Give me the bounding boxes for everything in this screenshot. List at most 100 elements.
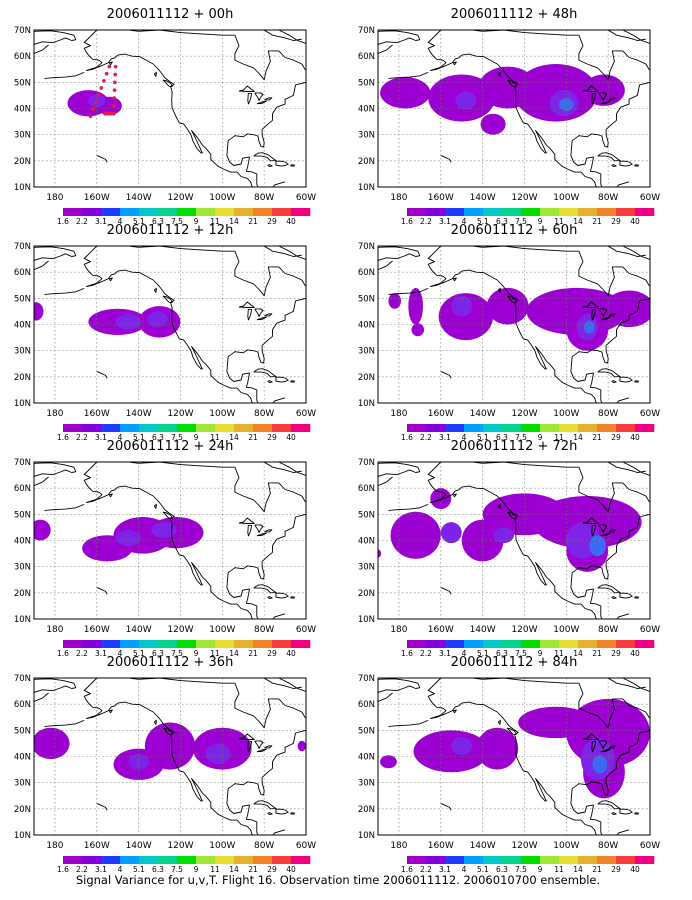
coast-vancouver [506, 79, 517, 87]
coast-chukotka2 [378, 44, 393, 54]
colorbar-label: 5.1 [133, 433, 145, 442]
colorbar-swatch [158, 640, 178, 648]
coast-newfoundland [308, 510, 321, 523]
coast-haidagwaii [497, 71, 501, 77]
coast-siberia [378, 678, 421, 693]
coast-cuba [597, 368, 621, 378]
colorbar-label: 1.6 [401, 433, 413, 442]
coast-hispaniola [619, 160, 633, 167]
great-lake [598, 92, 608, 101]
colorbar-swatch [234, 640, 254, 648]
colorbar-label: 3.1 [95, 433, 107, 442]
colorbar-label: 21 [248, 865, 258, 874]
colorbar-label: 3.1 [439, 217, 451, 226]
colorbar-label: 9 [194, 649, 199, 658]
lat-label: 20N [14, 805, 31, 815]
great-lake [591, 524, 597, 537]
colorbar-swatch [464, 640, 484, 648]
coast-vancouver [162, 511, 173, 519]
coast-newfoundland [308, 294, 321, 307]
coast-chukotka2 [378, 260, 393, 271]
coast-jamaica [267, 380, 273, 384]
colorbar-label: 9 [538, 433, 543, 442]
colorbar-label: 14 [573, 649, 583, 658]
great-lake [238, 301, 255, 308]
colorbar-swatch [196, 640, 216, 648]
coast-cuba [597, 152, 621, 162]
coast-greenland [278, 462, 306, 476]
great-lake [582, 301, 599, 308]
lon-label: 160W [84, 841, 110, 851]
variance-contour [486, 287, 529, 325]
colorbar-label: 14 [573, 433, 583, 442]
observation-point [88, 114, 93, 119]
colorbar-label: 11 [210, 649, 220, 658]
colorbar-swatch [388, 208, 408, 216]
observation-track [88, 64, 118, 119]
lat-label: 70N [358, 26, 375, 36]
great-lake [238, 517, 255, 524]
lon-label: 80W [254, 841, 274, 851]
coastline [34, 246, 321, 403]
lat-label: 20N [358, 589, 375, 599]
coast-cuba [253, 368, 277, 378]
coast-chukotka2 [34, 476, 49, 487]
lon-label: 180 [46, 409, 63, 419]
observation-point [99, 86, 104, 90]
variance-contour [151, 522, 177, 538]
coast-vancouver [506, 727, 517, 735]
colorbar-swatch [426, 640, 446, 648]
colorbar-label: 29 [267, 217, 277, 226]
lon-label: 80W [254, 409, 274, 419]
variance-contour [380, 77, 431, 109]
colorbar-swatch [426, 856, 446, 864]
lat-label: 70N [358, 458, 375, 468]
lon-label: 100W [553, 841, 579, 851]
lon-label: 100W [209, 625, 235, 635]
lon-label: 160W [428, 193, 454, 203]
colorbar-swatch [253, 856, 273, 864]
colorbar-label: 29 [611, 217, 621, 226]
colorbar-swatch [559, 208, 579, 216]
colorbar-swatch [291, 424, 311, 432]
colorbar-swatch [616, 856, 636, 864]
coast-puerto [634, 380, 639, 383]
great-lake [238, 85, 255, 92]
graticule [34, 246, 306, 403]
coast-newfoundland [308, 78, 321, 91]
colorbar-swatch [158, 856, 178, 864]
variance-contour [480, 113, 506, 135]
great-lake [608, 529, 617, 533]
colorbar-label: 7.5 [171, 217, 183, 226]
lat-label: 30N [14, 779, 31, 789]
variance-contour [390, 511, 441, 559]
coast-northAm [427, 462, 650, 619]
colorbar-swatch [502, 208, 522, 216]
coast-siberia [378, 30, 421, 45]
colorbar-label: 6.3 [496, 865, 508, 874]
observation-point [113, 72, 118, 77]
coast-kodiak [108, 277, 113, 282]
coastline [34, 462, 321, 619]
colorbar-label: 29 [267, 649, 277, 658]
variance-contour [476, 727, 519, 770]
variance-contour [34, 302, 44, 321]
coast-hispaniola [275, 376, 289, 383]
map-panel: 2006011112 + 36h 70N 60N 50N 40N 30N 20N 10N 180… [14, 655, 316, 874]
colorbar-label: 7.5 [171, 433, 183, 442]
lat-label: 10N [358, 399, 375, 409]
lon-label: 100W [553, 409, 579, 419]
coast-chukotka2 [378, 476, 393, 487]
panel-title: 2006011112 + 00h [107, 7, 234, 22]
great-lake [264, 97, 273, 101]
colorbar-swatch [407, 640, 427, 648]
lon-label: 180 [46, 841, 63, 851]
lat-label: 40N [14, 753, 31, 763]
colorbar-label: 6.3 [152, 865, 164, 874]
colorbar-label: 5.1 [477, 649, 489, 658]
lat-label: 50N [14, 510, 31, 520]
colorbar-swatch [407, 424, 427, 432]
map-panel: 2006011112 + 60h 70N 60N 50N 40N 30N 20N 10N 180… [358, 223, 660, 442]
lat-label: 70N [14, 242, 31, 252]
coast-chukotka2 [378, 692, 393, 702]
